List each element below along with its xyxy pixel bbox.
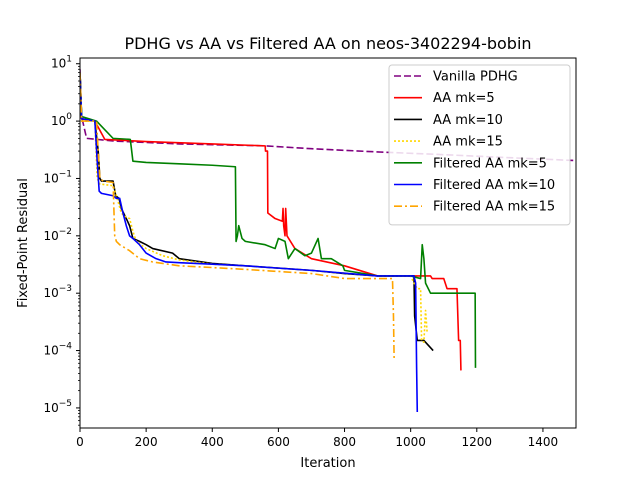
x-tick-label: 0: [76, 435, 84, 449]
x-tick-label: 1000: [395, 435, 426, 449]
y-axis-ticks: 101 100 10−1 10−2 10−3 10−4 10−5: [43, 55, 80, 426]
x-tick-label: 1400: [528, 435, 559, 449]
y-tick-label: 100: [51, 112, 72, 128]
chart-title: PDHG vs AA vs Filtered AA on neos-340229…: [124, 34, 531, 53]
x-tick-label: 600: [267, 435, 290, 449]
series-line-filtered-aa-mk-5: [80, 72, 477, 368]
legend-label: Filtered AA mk=10: [433, 178, 555, 193]
legend-label: Vanilla PDHG: [433, 70, 518, 85]
legend-label: Filtered AA mk=15: [433, 200, 555, 215]
legend-label: AA mk=10: [433, 113, 503, 128]
series-layer: [80, 69, 576, 412]
y-tick-label: 10−2: [43, 227, 72, 243]
plot-frame: [79, 57, 577, 429]
x-tick-label: 1200: [462, 435, 493, 449]
y-tick-label: 10−1: [43, 169, 72, 185]
legend-label: AA mk=15: [433, 135, 503, 150]
legend-label: Filtered AA mk=5: [433, 156, 547, 171]
series-line-filtered-aa-mk-15: [80, 72, 395, 360]
x-axis-ticks: 0 200 400 600 800 1000 1200 1400: [76, 428, 558, 449]
x-tick-label: 400: [201, 435, 224, 449]
series-line-filtered-aa-mk-10: [80, 72, 419, 412]
x-tick-label: 200: [135, 435, 158, 449]
y-tick-label: 10−5: [43, 399, 72, 415]
x-tick-label: 800: [333, 435, 356, 449]
y-tick-label: 10−3: [43, 284, 72, 300]
y-tick-label: 101: [51, 55, 72, 71]
series-line-aa-mk-5: [80, 72, 462, 371]
legend-box: [388, 64, 571, 226]
y-axis-label: Fixed-Point Residual: [16, 178, 31, 308]
legend: Vanilla PDHG AA mk=5 AA mk=10 AA mk=15 Filte…: [388, 64, 571, 226]
x-axis-label: Iteration: [300, 456, 355, 471]
legend-label: AA mk=5: [433, 91, 495, 106]
series-line-aa-mk-15: [80, 76, 428, 343]
y-tick-label: 10−4: [43, 342, 72, 358]
series-line-aa-mk-10: [80, 72, 434, 352]
